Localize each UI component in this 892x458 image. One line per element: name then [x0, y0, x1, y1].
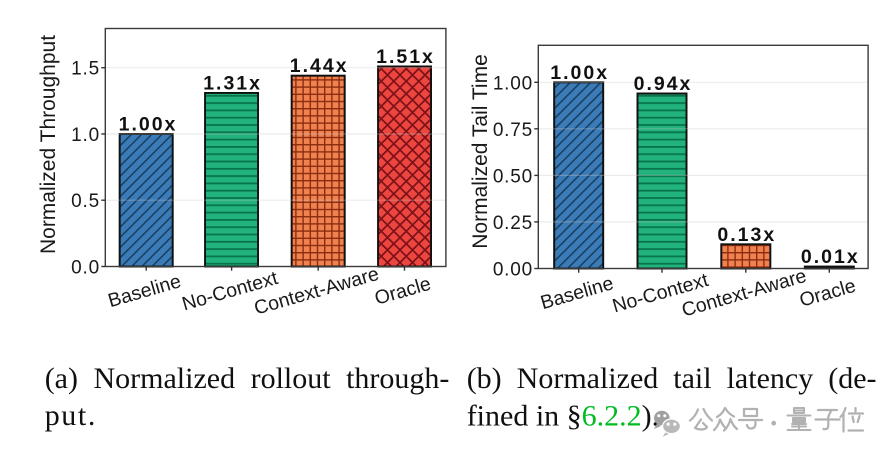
svg-text:0.00: 0.00 — [493, 260, 533, 281]
svg-text:0.01x: 0.01x — [801, 246, 860, 268]
svg-text:fined in §6.2.2).: fined in §6.2.2). — [467, 399, 659, 432]
svg-text:0.50: 0.50 — [493, 166, 533, 187]
svg-text:1.0: 1.0 — [71, 125, 100, 146]
svg-text:0.94x: 0.94x — [634, 73, 693, 95]
svg-text:0.5: 0.5 — [71, 191, 100, 212]
svg-text:1.5: 1.5 — [71, 59, 100, 80]
svg-text:Normalized Tail Time: Normalized Tail Time — [469, 54, 492, 249]
svg-text:1.44x: 1.44x — [290, 55, 349, 77]
svg-text:(b) Normalized tail latency (d: (b) Normalized tail latency (de- — [467, 362, 877, 395]
svg-text:0.0: 0.0 — [71, 258, 100, 279]
svg-text:1.00x: 1.00x — [550, 62, 609, 84]
svg-text:0.75: 0.75 — [493, 120, 533, 141]
svg-text:0.13x: 0.13x — [717, 224, 776, 246]
svg-text:(a) Normalized rollout through: (a) Normalized rollout through- — [45, 362, 450, 395]
svg-text:1.00x: 1.00x — [119, 114, 178, 136]
svg-text:Normalized Throughput: Normalized Throughput — [37, 35, 60, 254]
svg-text:0.25: 0.25 — [493, 213, 533, 234]
svg-text:put.: put. — [45, 399, 97, 432]
svg-text:1.51x: 1.51x — [376, 46, 435, 68]
svg-text:1.00: 1.00 — [493, 73, 533, 94]
svg-text:1.31x: 1.31x — [203, 72, 262, 94]
